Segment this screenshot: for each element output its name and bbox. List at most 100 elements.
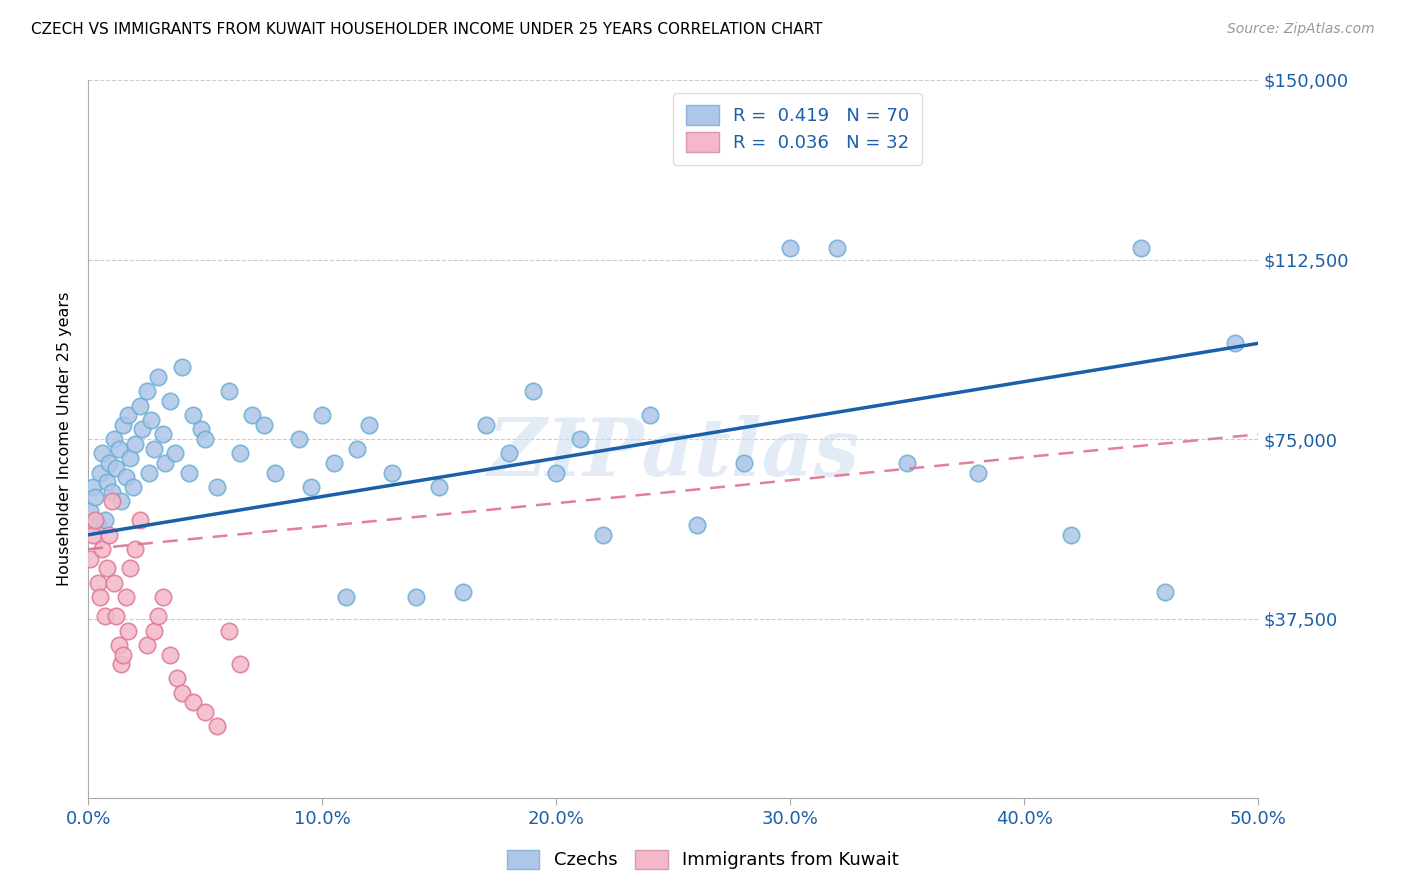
- Point: [183, 408, 205, 422]
- Point: [475, 417, 498, 432]
- Point: [194, 432, 217, 446]
- Point: [240, 408, 263, 422]
- Point: [79, 551, 101, 566]
- Point: [107, 638, 129, 652]
- Point: [170, 686, 193, 700]
- Point: [141, 413, 163, 427]
- Point: [100, 484, 122, 499]
- Point: [105, 460, 128, 475]
- Point: [253, 417, 276, 432]
- Point: [91, 542, 114, 557]
- Point: [311, 408, 333, 422]
- Point: [152, 590, 174, 604]
- Point: [177, 466, 200, 480]
- Point: [138, 466, 160, 480]
- Point: [155, 456, 177, 470]
- Point: [592, 528, 614, 542]
- Point: [1060, 528, 1083, 542]
- Point: [148, 369, 170, 384]
- Point: [91, 446, 114, 460]
- Point: [357, 417, 380, 432]
- Point: [100, 494, 122, 508]
- Point: [117, 624, 139, 638]
- Point: [166, 672, 188, 686]
- Point: [124, 437, 146, 451]
- Legend: Czechs, Immigrants from Kuwait: Czechs, Immigrants from Kuwait: [498, 840, 908, 879]
- Point: [86, 518, 108, 533]
- Point: [142, 624, 165, 638]
- Point: [779, 241, 801, 255]
- Point: [896, 456, 918, 470]
- Point: [82, 528, 104, 542]
- Point: [498, 446, 520, 460]
- Point: [112, 417, 135, 432]
- Point: [103, 575, 125, 590]
- Point: [299, 480, 322, 494]
- Point: [170, 360, 193, 375]
- Point: [966, 466, 988, 480]
- Point: [229, 446, 252, 460]
- Point: [82, 480, 104, 494]
- Point: [218, 624, 240, 638]
- Point: [120, 561, 142, 575]
- Point: [110, 657, 132, 671]
- Point: [346, 442, 368, 456]
- Point: [152, 427, 174, 442]
- Point: [110, 494, 132, 508]
- Point: [190, 422, 212, 436]
- Point: [1153, 585, 1175, 599]
- Point: [205, 480, 228, 494]
- Point: [86, 575, 108, 590]
- Point: [288, 432, 311, 446]
- Point: [218, 384, 240, 399]
- Point: [128, 513, 150, 527]
- Legend: R =  0.419   N = 70, R =  0.036   N = 32: R = 0.419 N = 70, R = 0.036 N = 32: [673, 93, 922, 165]
- Point: [84, 513, 107, 527]
- Point: [1223, 336, 1246, 351]
- Point: [121, 480, 143, 494]
- Point: [135, 638, 157, 652]
- Point: [105, 609, 128, 624]
- Point: [546, 466, 568, 480]
- Point: [128, 399, 150, 413]
- Point: [568, 432, 591, 446]
- Point: [163, 446, 186, 460]
- Point: [686, 518, 709, 533]
- Point: [89, 590, 111, 604]
- Point: [114, 470, 136, 484]
- Point: [194, 705, 217, 719]
- Point: [98, 528, 121, 542]
- Point: [1130, 241, 1153, 255]
- Point: [96, 475, 118, 490]
- Point: [733, 456, 755, 470]
- Point: [103, 432, 125, 446]
- Point: [93, 609, 115, 624]
- Point: [381, 466, 404, 480]
- Point: [451, 585, 474, 599]
- Point: [117, 408, 139, 422]
- Point: [322, 456, 344, 470]
- Point: [98, 456, 121, 470]
- Text: CZECH VS IMMIGRANTS FROM KUWAIT HOUSEHOLDER INCOME UNDER 25 YEARS CORRELATION CH: CZECH VS IMMIGRANTS FROM KUWAIT HOUSEHOL…: [31, 22, 823, 37]
- Point: [335, 590, 357, 604]
- Point: [107, 442, 129, 456]
- Point: [124, 542, 146, 557]
- Point: [229, 657, 252, 671]
- Point: [84, 490, 107, 504]
- Point: [159, 393, 181, 408]
- Point: [405, 590, 427, 604]
- Point: [638, 408, 661, 422]
- Point: [93, 513, 115, 527]
- Point: [142, 442, 165, 456]
- Point: [159, 648, 181, 662]
- Point: [89, 466, 111, 480]
- Point: [264, 466, 287, 480]
- Point: [205, 719, 228, 733]
- Point: [825, 241, 848, 255]
- Point: [148, 609, 170, 624]
- Point: [79, 504, 101, 518]
- Point: [120, 451, 142, 466]
- Y-axis label: Householder Income Under 25 years: Householder Income Under 25 years: [58, 292, 72, 586]
- Point: [114, 590, 136, 604]
- Point: [96, 561, 118, 575]
